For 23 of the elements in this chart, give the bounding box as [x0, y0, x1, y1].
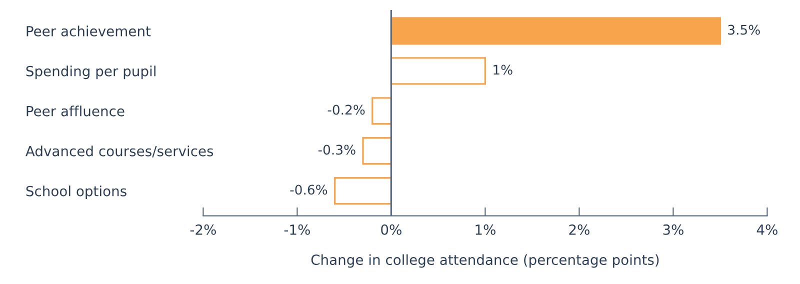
data-label: 1% — [494, 64, 512, 75]
x-tick-label: 0% — [381, 224, 402, 235]
y-tick-label: Peer achievement — [26, 26, 151, 36]
bar — [390, 57, 486, 85]
bar — [334, 177, 392, 205]
data-label: -0.2% — [328, 104, 365, 115]
bar — [372, 97, 392, 125]
y-tick-label: Advanced courses/services — [26, 146, 214, 158]
x-tick-label: 2% — [569, 224, 590, 235]
x-tick-label: 3% — [663, 224, 684, 235]
y-tick-label: School options — [26, 186, 126, 200]
x-tick-label: -2% — [190, 224, 216, 235]
x-tick-label: 1% — [476, 224, 496, 235]
x-tick-label: -1% — [284, 224, 310, 235]
x-axis-title: Change in college attendance (percentage points) — [311, 254, 659, 268]
y-tick-label: Peer affluence — [26, 106, 124, 116]
data-label: -0.6% — [290, 184, 328, 195]
data-label: 3.5% — [728, 24, 760, 35]
bar — [390, 17, 722, 45]
y-tick-label: Spending per pupil — [26, 66, 156, 80]
bar — [362, 137, 392, 165]
data-label: -0.3% — [318, 144, 356, 155]
x-tick-label: 4% — [756, 224, 778, 235]
